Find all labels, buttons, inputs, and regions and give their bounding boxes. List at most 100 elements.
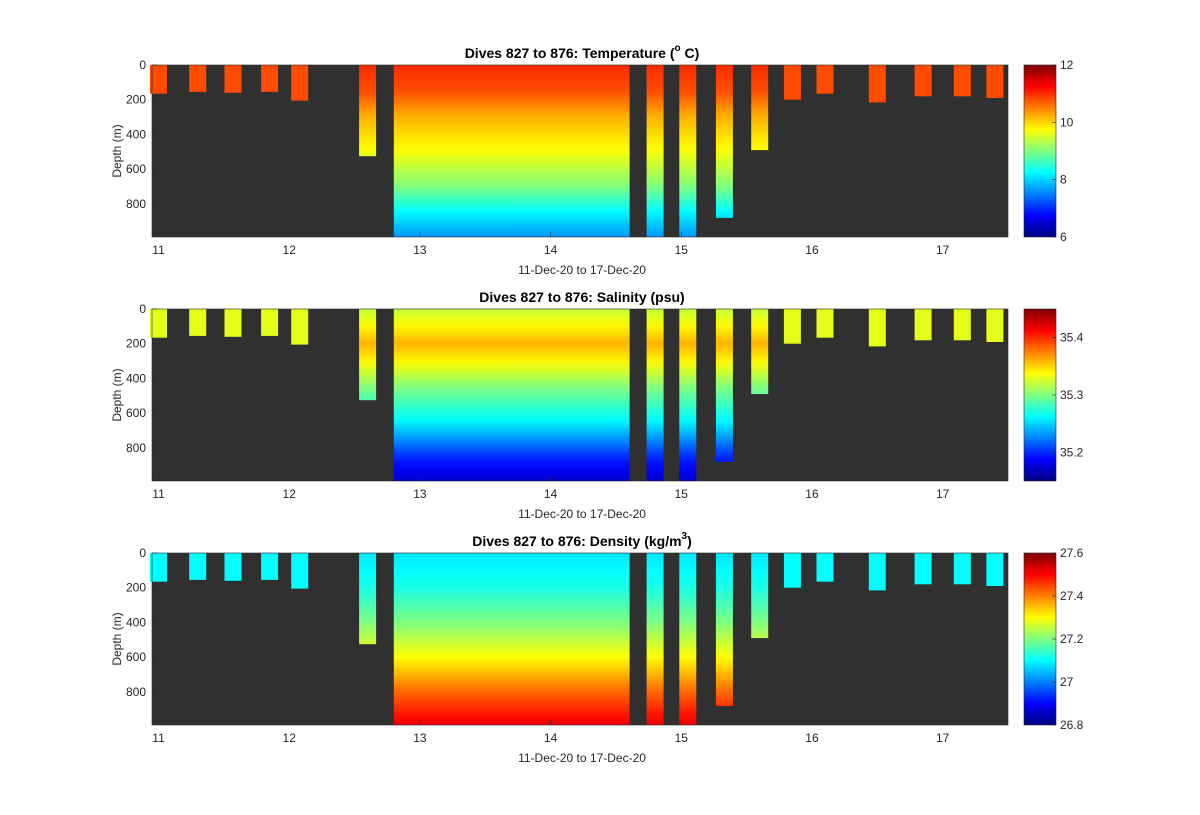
data-column bbox=[452, 553, 462, 725]
data-column bbox=[444, 309, 454, 481]
data-column bbox=[452, 65, 462, 237]
data-column bbox=[461, 553, 470, 725]
data-column bbox=[435, 65, 445, 237]
data-column bbox=[528, 553, 538, 725]
chart-title: Dives 827 to 876: Temperature (o C) bbox=[465, 43, 700, 61]
data-column bbox=[536, 309, 546, 481]
data-column bbox=[461, 65, 470, 237]
x-tick-label: 16 bbox=[805, 243, 819, 257]
axes-frame bbox=[151, 64, 1009, 238]
dive-profile bbox=[783, 553, 801, 588]
data-column bbox=[435, 309, 445, 481]
axes-frame bbox=[151, 308, 1009, 482]
dive-profile bbox=[189, 65, 207, 92]
data-column bbox=[561, 309, 571, 481]
data-column bbox=[545, 553, 554, 725]
dive-profile bbox=[679, 65, 697, 237]
dive-profile bbox=[261, 309, 279, 336]
y-tick-label: 200 bbox=[126, 93, 146, 107]
data-column bbox=[494, 309, 504, 481]
data-column bbox=[477, 65, 487, 237]
y-tick-label: 800 bbox=[126, 197, 146, 211]
data-column bbox=[612, 309, 622, 481]
colorbar-tick-label: 27.4 bbox=[1060, 589, 1084, 603]
axes-frame bbox=[151, 552, 1009, 726]
dive-profile bbox=[261, 553, 279, 580]
colorbar-tick-label: 6 bbox=[1060, 230, 1067, 244]
data-column bbox=[519, 309, 529, 481]
dive-profile bbox=[646, 553, 664, 725]
y-tick-label: 0 bbox=[139, 546, 146, 560]
dive-profile bbox=[914, 309, 932, 341]
data-column bbox=[393, 553, 403, 725]
dive-profile bbox=[359, 309, 377, 401]
data-column bbox=[528, 309, 538, 481]
data-column bbox=[503, 309, 512, 481]
dive-profile bbox=[150, 309, 167, 338]
data-column bbox=[486, 553, 496, 725]
colorbar-tick-label: 8 bbox=[1060, 173, 1067, 187]
colorbar bbox=[1023, 308, 1057, 482]
x-tick-label: 11 bbox=[152, 731, 165, 745]
chart-title: Dives 827 to 876: Salinity (psu) bbox=[479, 289, 684, 305]
data-column bbox=[469, 309, 479, 481]
x-axis-label: 11-Dec-20 to 17-Dec-20 bbox=[518, 751, 646, 765]
data-column bbox=[486, 309, 496, 481]
data-column bbox=[528, 65, 538, 237]
chart-title: Dives 827 to 876: Density (kg/m3) bbox=[472, 531, 692, 549]
data-column bbox=[578, 553, 588, 725]
data-column bbox=[620, 309, 630, 481]
data-column bbox=[427, 65, 437, 237]
y-axis-label: Depth (m) bbox=[110, 612, 124, 665]
data-column bbox=[511, 65, 521, 237]
dive-profile bbox=[150, 553, 167, 582]
data-column bbox=[553, 65, 563, 237]
dive-profile bbox=[291, 553, 309, 589]
data-column bbox=[477, 553, 487, 725]
data-column bbox=[494, 553, 504, 725]
dive-profile bbox=[953, 65, 971, 97]
panel-3: 0 200 400 600 800 11 12 13 14 15 16 17 11-Dec-20 to … bbox=[110, 531, 1084, 765]
data-column bbox=[511, 309, 521, 481]
data-column bbox=[519, 553, 529, 725]
y-tick-label: 400 bbox=[126, 371, 146, 385]
panel-2: 0 200 400 600 800 11 12 13 14 15 16 17 11-Dec-20 to … bbox=[110, 289, 1084, 521]
data-column bbox=[503, 65, 512, 237]
x-tick-label: 15 bbox=[675, 243, 689, 257]
data-column bbox=[494, 65, 504, 237]
data-column bbox=[511, 553, 521, 725]
dive-profile bbox=[715, 309, 733, 462]
x-axis-label: 11-Dec-20 to 17-Dec-20 bbox=[518, 263, 646, 277]
data-column bbox=[587, 309, 596, 481]
y-tick-label: 800 bbox=[126, 441, 146, 455]
x-tick-label: 12 bbox=[283, 731, 297, 745]
dive-profile bbox=[751, 309, 769, 395]
dive-profile bbox=[189, 553, 207, 580]
dive-profile bbox=[783, 309, 801, 344]
x-tick-label: 11 bbox=[152, 487, 165, 501]
x-tick-label: 13 bbox=[413, 243, 427, 257]
colorbar bbox=[1023, 64, 1057, 238]
colorbar-tick-label: 27 bbox=[1060, 675, 1074, 689]
dive-profile bbox=[868, 65, 886, 103]
data-column bbox=[603, 65, 613, 237]
dive-profile bbox=[359, 553, 377, 645]
x-axis-label: 11-Dec-20 to 17-Dec-20 bbox=[518, 507, 646, 521]
dive-profile bbox=[783, 65, 801, 100]
data-column bbox=[410, 309, 420, 481]
data-column bbox=[545, 65, 554, 237]
data-column bbox=[587, 65, 596, 237]
dive-profile bbox=[715, 65, 733, 218]
y-tick-label: 400 bbox=[126, 615, 146, 629]
data-column bbox=[561, 553, 571, 725]
data-column bbox=[469, 65, 479, 237]
data-column bbox=[461, 309, 470, 481]
x-tick-label: 12 bbox=[283, 243, 297, 257]
dive-profile bbox=[150, 65, 167, 94]
data-column bbox=[620, 553, 630, 725]
data-column bbox=[578, 309, 588, 481]
x-tick-label: 16 bbox=[805, 731, 819, 745]
data-column bbox=[427, 309, 437, 481]
data-column bbox=[410, 553, 420, 725]
data-column bbox=[595, 65, 605, 237]
